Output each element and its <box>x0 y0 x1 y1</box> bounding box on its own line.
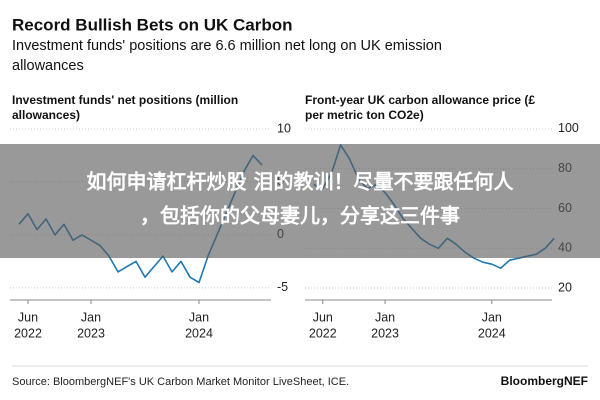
x-tick-label: 2023 <box>77 326 105 340</box>
x-tick-label: 2022 <box>309 326 337 340</box>
chart-title: Investment funds' net positions (million <box>12 93 238 107</box>
x-tick-label: Jun <box>18 310 38 324</box>
y-tick-label: 10 <box>277 121 291 135</box>
y-tick-label: 20 <box>558 280 572 294</box>
x-tick-label: Jan <box>189 310 209 324</box>
x-tick-label: 2022 <box>14 326 42 340</box>
x-tick-label: Jan <box>482 310 502 324</box>
source: Source: BloombergNEF's UK Carbon Market … <box>12 376 349 388</box>
title: Record Bullish Bets on UK Carbon <box>12 15 293 34</box>
x-tick-label: 2023 <box>371 326 399 340</box>
x-tick-label: 2024 <box>185 326 213 340</box>
overlay-banner <box>0 144 600 258</box>
overlay-text: 如何申请杠杆炒股 泪的教训！尽量不要跟任何人 <box>87 170 515 194</box>
chart-title: allowances) <box>12 108 80 122</box>
subtitle: Investment funds' positions are 6.6 mill… <box>12 38 442 54</box>
x-tick-label: 2024 <box>478 326 506 340</box>
x-tick-label: Jan <box>81 310 101 324</box>
x-tick-label: Jan <box>375 310 395 324</box>
chart-title: per metric ton CO2e) <box>305 108 424 122</box>
brand: BloombergNEF <box>501 374 588 388</box>
overlay-text: ，包括你的父母妻儿，分享这三件事 <box>140 204 460 228</box>
subtitle: allowances <box>12 58 84 74</box>
chart-title: Front-year UK carbon allowance price (£ <box>305 93 535 107</box>
x-tick-label: Jun <box>313 310 333 324</box>
y-tick-label: 100 <box>558 121 579 135</box>
y-tick-label: -5 <box>277 280 288 294</box>
